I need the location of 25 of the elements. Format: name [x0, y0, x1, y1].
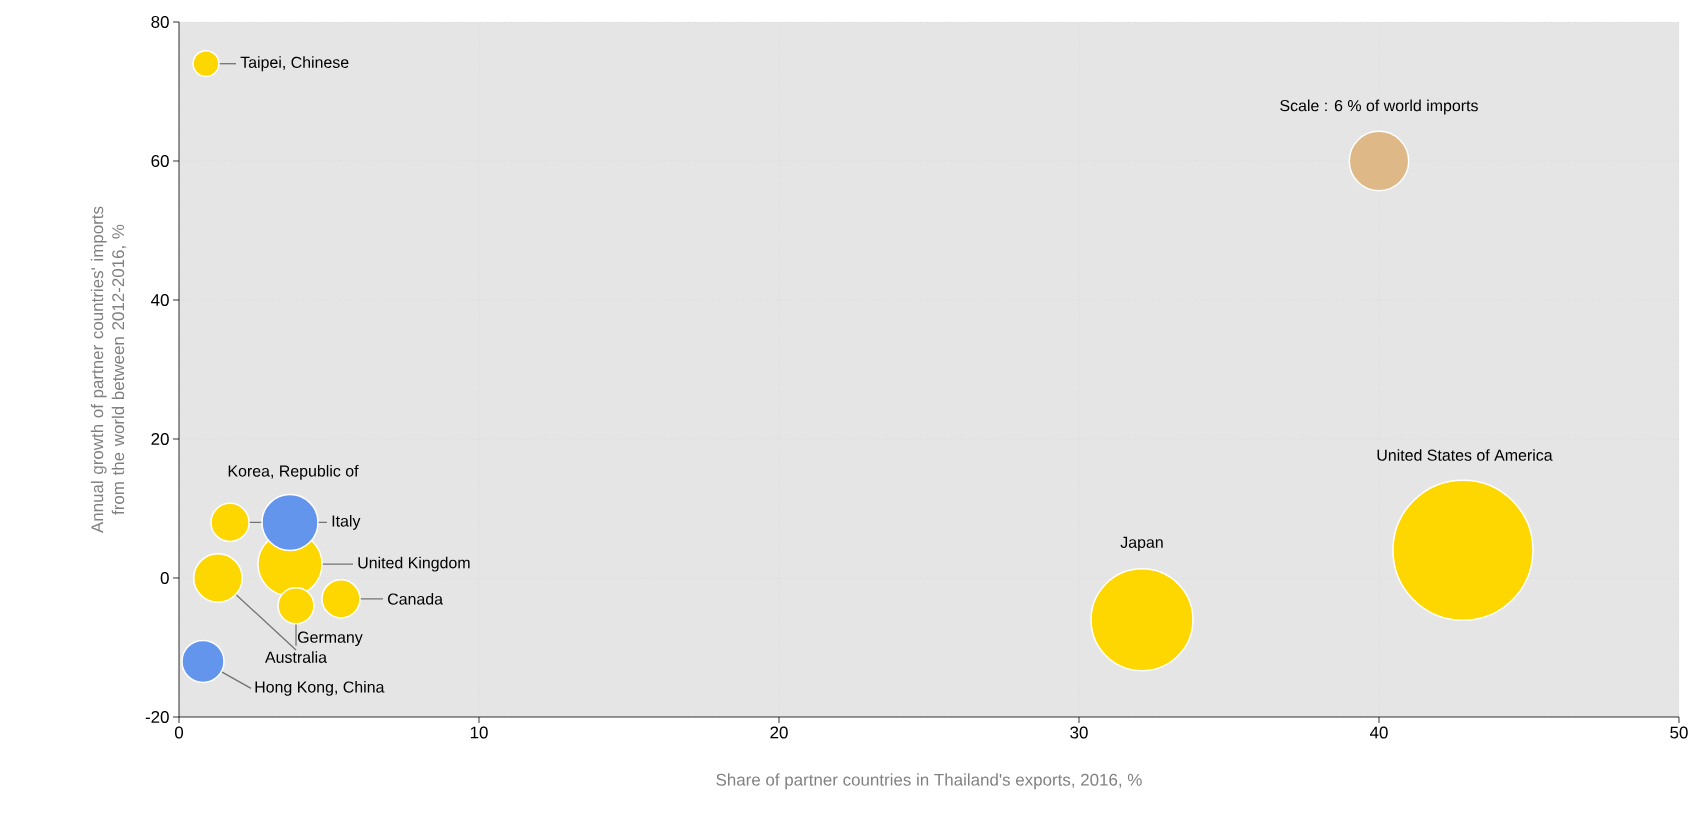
x-tick-label: 10: [470, 726, 488, 739]
annotation: Taipei, Chinese: [240, 56, 349, 72]
y-tick-label: -20: [145, 711, 169, 723]
y-tick-label: 0: [160, 572, 169, 584]
y-tick-label: 40: [151, 294, 169, 306]
annotation: Japan: [1120, 536, 1163, 552]
x-tick-label: 0: [174, 726, 184, 739]
annotation: United States of America: [1377, 449, 1553, 461]
x-tick-label: 20: [770, 726, 788, 739]
annotation: Scale : 6 % of world imports: [1280, 99, 1478, 115]
annotation: Korea, Republic of: [228, 464, 359, 480]
annotation: Germany: [298, 631, 363, 647]
x-axis-title: Share of partner countries in Thailand's exports, 2016, %: [716, 773, 1142, 790]
annotation: Australia: [265, 651, 327, 663]
y-tick-label: 80: [151, 16, 169, 28]
y-axis-title: Annual growth of partner countries' imports from the world between 2012-2016, %: [90, 206, 127, 533]
y-tick-label: 20: [151, 433, 169, 445]
annotation: Italy: [332, 514, 361, 530]
x-tick-label: 40: [1369, 726, 1388, 739]
y-tick-label: 60: [151, 155, 169, 167]
annotation: Hong Kong, China: [255, 680, 385, 696]
x-tick-label: 50: [1670, 726, 1688, 739]
annotation: United Kingdom: [358, 556, 470, 572]
annotation: Canada: [388, 593, 444, 605]
x-tick-label: 30: [1070, 726, 1088, 739]
